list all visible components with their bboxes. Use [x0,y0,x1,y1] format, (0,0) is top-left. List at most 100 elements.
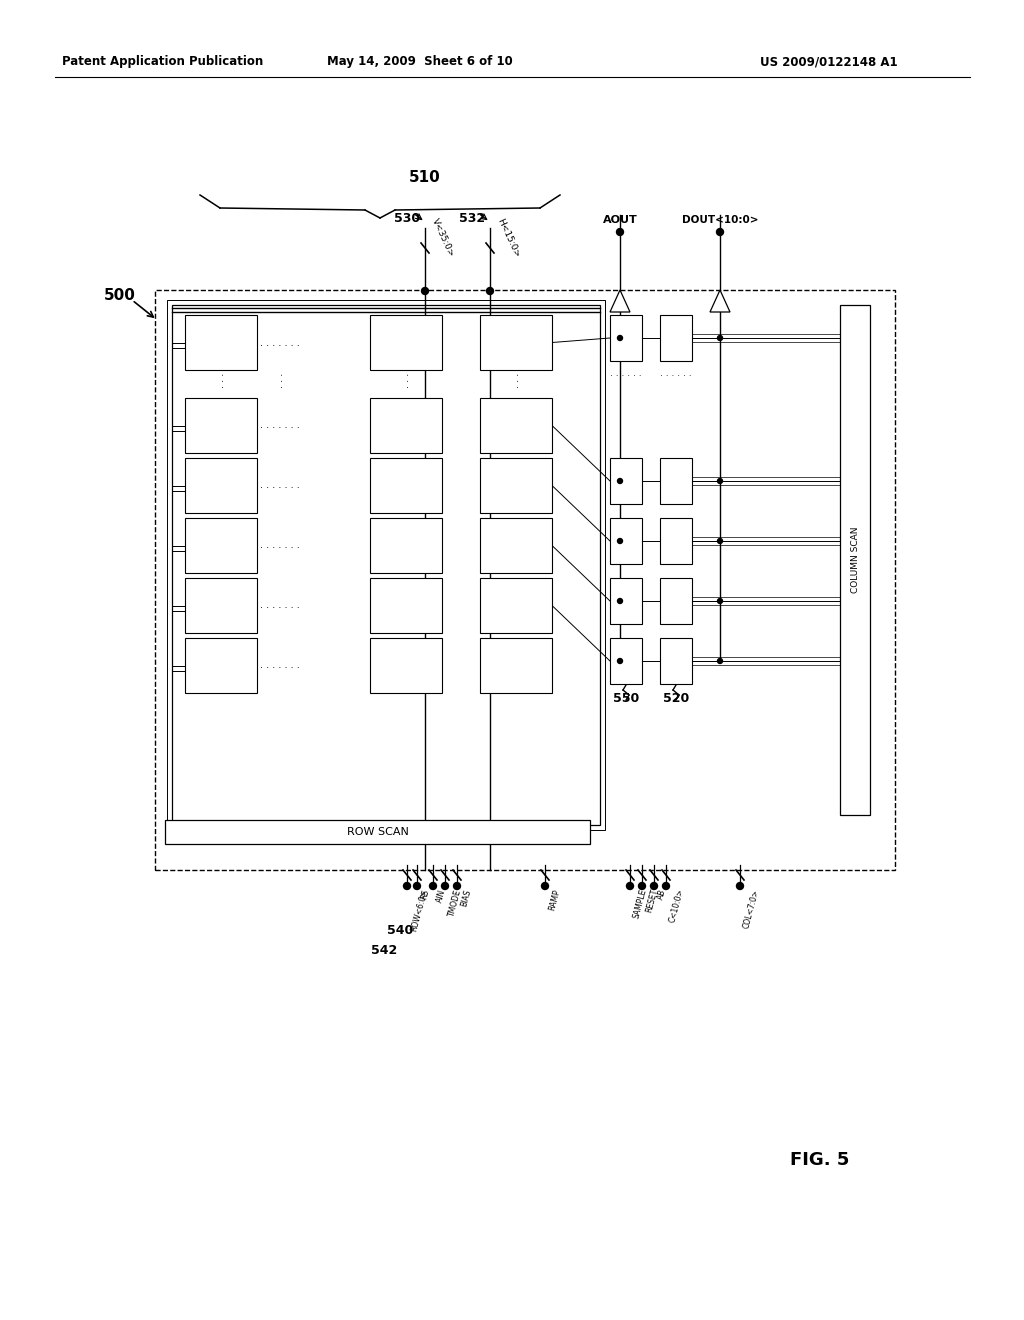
Text: 16 x 16
FT-CCD: 16 x 16 FT-CCD [502,595,530,615]
Circle shape [718,539,723,544]
Text: 16 x 16
FT-CCD: 16 x 16 FT-CCD [392,595,420,615]
Text: MUX: MUX [615,536,636,545]
Text: RAMP: RAMP [547,888,561,911]
Text: . . . . . . .: . . . . . . . [260,601,300,610]
Text: . . . . . . .: . . . . . . . [260,421,300,430]
Text: . . .: . . . [275,372,285,388]
Text: ADC: ADC [667,477,686,486]
Circle shape [454,883,461,890]
Bar [370,578,442,634]
Text: MUX: MUX [615,656,636,665]
Text: RESET: RESET [644,888,659,913]
Text: 16 x 16
FT-CCD: 16 x 16 FT-CCD [207,656,236,676]
Text: BIAS: BIAS [459,888,472,907]
Text: US 2009/0122148 A1: US 2009/0122148 A1 [760,55,898,69]
Text: . . .: . . . [401,372,411,388]
Circle shape [717,228,724,235]
Bar [610,517,642,564]
Text: 16 x 16
FT-CCD: 16 x 16 FT-CCD [502,536,530,556]
Bar [610,638,642,684]
Text: 16 x 16
FT-CCD: 16 x 16 FT-CCD [502,656,530,676]
Text: 16 x 16
FT-CCD: 16 x 16 FT-CCD [392,475,420,495]
Bar [185,638,257,693]
Circle shape [617,598,623,603]
Text: 16 x 16
FT-CCD: 16 x 16 FT-CCD [392,656,420,676]
Bar [185,578,257,634]
Circle shape [650,883,657,890]
Text: 532: 532 [459,211,485,224]
Text: RS: RS [419,888,430,900]
Text: May 14, 2009  Sheet 6 of 10: May 14, 2009 Sheet 6 of 10 [327,55,513,69]
Bar [660,315,692,360]
Bar [185,458,257,513]
Text: 16 x 16
FT-CCD: 16 x 16 FT-CCD [392,536,420,556]
Circle shape [639,883,645,890]
Text: 510: 510 [410,170,441,186]
Bar [660,578,692,624]
Text: ADC: ADC [667,597,686,606]
Text: 550: 550 [613,692,639,705]
Text: AOUT: AOUT [603,215,637,224]
Circle shape [617,659,623,664]
Circle shape [627,883,634,890]
Text: 16 x 16
FT-CCD: 16 x 16 FT-CCD [207,595,236,615]
Bar [660,458,692,504]
Text: 16 x 16
FT-CCD: 16 x 16 FT-CCD [502,475,530,495]
Circle shape [403,883,411,890]
Bar [480,578,552,634]
Circle shape [617,539,623,544]
Bar [172,305,600,825]
Text: 16 x 16
FT-CCD: 16 x 16 FT-CCD [207,416,236,436]
Text: SAMPLE: SAMPLE [632,888,648,920]
Text: 16 x 16
FT-CCD: 16 x 16 FT-CCD [502,333,530,352]
Bar [840,305,870,814]
Bar [155,290,895,870]
Text: 16 x 16
FT-CCD: 16 x 16 FT-CCD [392,333,420,352]
Bar [165,820,590,843]
Text: COLUMN SCAN: COLUMN SCAN [851,527,859,593]
Text: V<35:0>: V<35:0> [430,218,456,259]
Text: AIN: AIN [435,888,447,903]
Bar [610,315,642,360]
Bar [370,315,442,370]
Bar [660,638,692,684]
Bar [167,300,605,830]
Text: . . . . . . .: . . . . . . . [260,480,300,491]
Text: . . . . . . .: . . . . . . . [260,660,300,671]
Text: ADC: ADC [667,656,686,665]
Circle shape [617,335,623,341]
Circle shape [486,288,494,294]
Text: ADC: ADC [667,536,686,545]
Circle shape [663,883,670,890]
Text: . . .: . . . [511,372,521,388]
Bar [185,399,257,453]
Text: MUX: MUX [615,334,636,342]
Text: MUX: MUX [615,597,636,606]
Text: AB: AB [656,888,668,900]
Text: H<15:0>: H<15:0> [495,216,521,259]
Bar [185,315,257,370]
Text: DOUT<10:0>: DOUT<10:0> [682,215,758,224]
Text: . . .: . . . [216,372,226,388]
Circle shape [736,883,743,890]
Polygon shape [610,290,630,312]
Circle shape [617,479,623,483]
Text: C<10:0>: C<10:0> [668,888,686,924]
Bar [370,458,442,513]
Text: TMODE: TMODE [447,888,463,917]
Circle shape [616,228,624,235]
Circle shape [414,883,421,890]
Circle shape [422,288,428,294]
Bar [480,315,552,370]
Text: 542: 542 [371,944,397,957]
Circle shape [429,883,436,890]
Text: 16 x 16
FT-CCD: 16 x 16 FT-CCD [207,475,236,495]
Text: COL<7:0>: COL<7:0> [742,888,761,929]
Text: 16 x 16
FT-CCD: 16 x 16 FT-CCD [207,536,236,556]
Bar [480,638,552,693]
Bar [185,517,257,573]
Text: ADC: ADC [667,334,686,342]
Text: . . . . . . .: . . . . . . . [260,338,300,347]
Circle shape [718,479,723,483]
Circle shape [441,883,449,890]
